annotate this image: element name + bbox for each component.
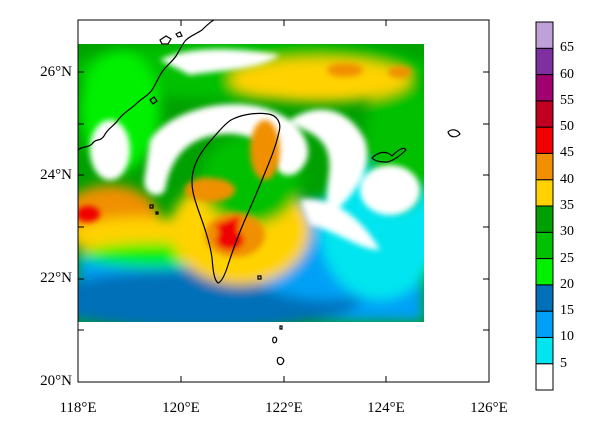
- colorbar-label: 55: [560, 92, 574, 108]
- lat-label-24n: 24°N: [40, 167, 72, 183]
- colorbar-swatch: [535, 100, 554, 128]
- colorbar-label: 5: [560, 355, 567, 371]
- colorbar-swatch: [535, 47, 554, 76]
- lon-label-124e: 124°E: [367, 400, 405, 416]
- colorbar-swatch: [535, 336, 554, 365]
- colorbar-swatch: [535, 179, 554, 207]
- colorbar-label: 20: [560, 276, 574, 292]
- lon-label-118e: 118°E: [59, 400, 97, 416]
- coastlines: [77, 19, 461, 366]
- colorbar-label: 25: [560, 250, 574, 266]
- colorbar-label: 50: [560, 119, 574, 135]
- lat-label-22n: 22°N: [40, 270, 72, 286]
- colorbar-swatch: [535, 74, 554, 102]
- colorbar: [535, 21, 554, 391]
- colorbar-label: 65: [560, 40, 574, 56]
- taiwan-coastline: [191, 112, 281, 284]
- lon-label-122e: 122°E: [265, 400, 303, 416]
- colorbar-label: 15: [560, 303, 574, 319]
- lon-label-120e: 120°E: [162, 400, 200, 416]
- colorbar-label: 10: [560, 329, 574, 345]
- colorbar-label: 30: [560, 224, 574, 240]
- colorbar-swatch: [535, 284, 554, 312]
- map-frame: [77, 19, 490, 383]
- colorbar-label: 60: [560, 66, 574, 82]
- colorbar-swatch: [535, 126, 554, 154]
- lat-label-20n: 20°N: [40, 373, 72, 389]
- colorbar-swatch: [535, 363, 554, 391]
- colorbar-swatch: [535, 152, 554, 181]
- colorbar-swatch: [535, 258, 554, 286]
- colorbar-label: 35: [560, 198, 574, 213]
- lon-label-126e: 126°E: [470, 400, 508, 416]
- colorbar-label: 45: [560, 145, 574, 161]
- colorbar-label: 40: [560, 171, 574, 187]
- colorbar-swatch: [535, 231, 554, 260]
- colorbar-swatch: [535, 205, 554, 233]
- colorbar-swatch: [535, 310, 554, 338]
- reflectivity-field: [78, 44, 424, 322]
- china-coastline: [77, 19, 215, 151]
- colorbar-swatch: [535, 21, 554, 49]
- lat-label-26n: 26°N: [40, 64, 72, 80]
